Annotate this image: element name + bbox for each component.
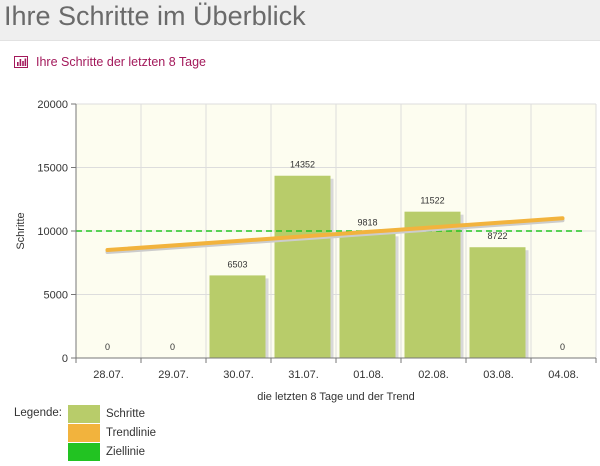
- x-tick-label: 03.08.: [483, 369, 514, 381]
- data-label: 11522: [420, 196, 444, 206]
- bar-chart-icon: [14, 56, 28, 68]
- bar-30.07.: [209, 275, 266, 358]
- data-label: 9818: [357, 217, 377, 227]
- section-title: Ihre Schritte der letzten 8 Tage: [36, 55, 207, 69]
- bar-02.08.: [404, 211, 461, 358]
- page-header: Ihre Schritte im Überblick: [0, 0, 600, 41]
- legend-entry-schritte: Schritte: [68, 405, 145, 423]
- legend-swatch-schritte: [68, 405, 100, 423]
- y-tick-label: 10000: [37, 226, 68, 238]
- legend-entry-ziellinie: Ziellinie: [68, 443, 145, 461]
- y-axis-label: Schritte: [15, 212, 27, 249]
- y-tick-label: 20000: [37, 99, 68, 111]
- trend-line: [105, 216, 565, 253]
- data-label: 8722: [487, 231, 507, 241]
- x-tick-label: 30.07.: [223, 369, 254, 381]
- y-tick-label: 5000: [44, 290, 68, 302]
- legend-label-schritte: Schritte: [106, 408, 145, 420]
- y-tick-label: 15000: [37, 163, 68, 175]
- bar-01.08.: [339, 233, 396, 358]
- x-tick-label: 01.08.: [353, 369, 384, 381]
- legend-label-trendlinie: Trendlinie: [106, 427, 157, 439]
- bar-31.07.: [274, 175, 331, 358]
- page-title: Ihre Schritte im Überblick: [4, 1, 306, 31]
- x-tick-label: 02.08.: [418, 369, 449, 381]
- section-heading: Ihre Schritte der letzten 8 Tage: [14, 53, 206, 71]
- legend-swatch-ziellinie: [68, 443, 100, 461]
- legend-caption: Legende:: [14, 407, 62, 419]
- x-tick-label: 04.08.: [548, 369, 579, 381]
- data-label: 0: [170, 342, 175, 352]
- data-label: 0: [105, 342, 110, 352]
- data-label: 0: [560, 342, 565, 352]
- legend-label-ziellinie: Ziellinie: [106, 446, 145, 458]
- chart-legend: Legende: Schritte Trendlinie Ziellinie: [14, 405, 314, 463]
- x-axis-label: die letzten 8 Tage und der Trend: [257, 391, 415, 403]
- bar-03.08.: [469, 247, 526, 358]
- x-tick-label: 29.07.: [158, 369, 189, 381]
- data-label: 6503: [227, 259, 247, 269]
- x-tick-label: 31.07.: [288, 369, 319, 381]
- x-tick-label: 28.07.: [93, 369, 124, 381]
- legend-entry-trendlinie: Trendlinie: [68, 424, 156, 442]
- legend-swatch-trendlinie: [68, 424, 100, 442]
- data-label: 14352: [290, 160, 315, 170]
- y-tick-label: 0: [62, 353, 68, 365]
